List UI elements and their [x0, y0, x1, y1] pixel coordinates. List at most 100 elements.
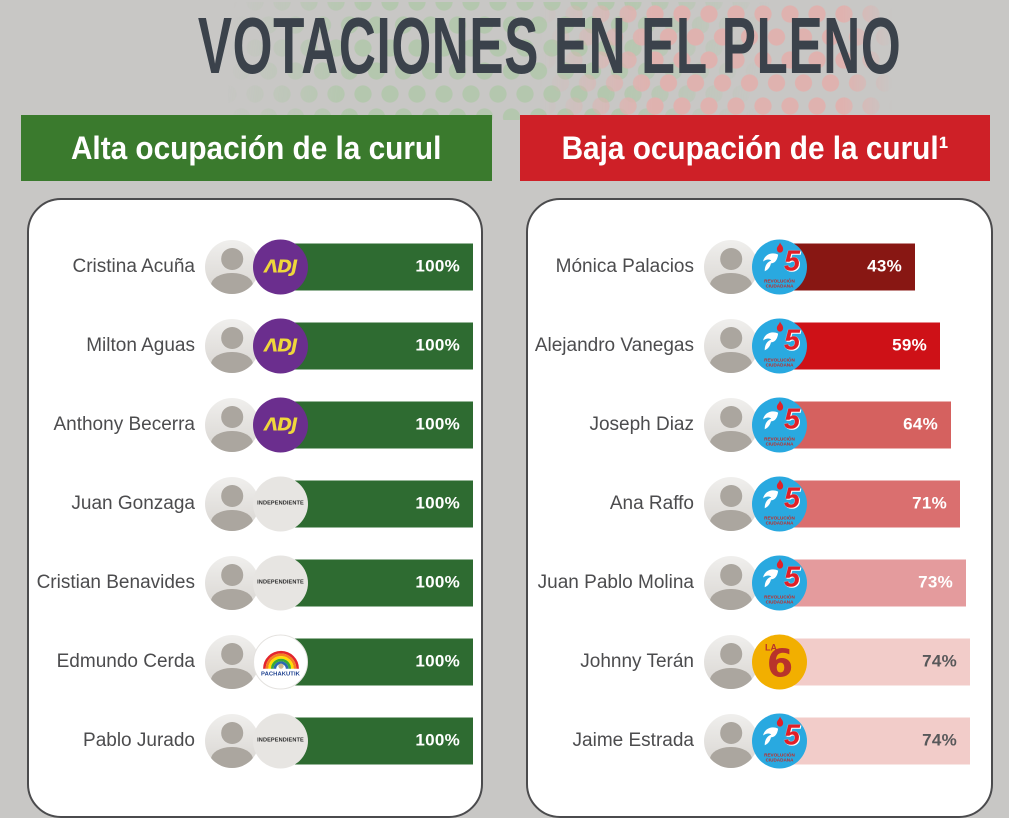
avatar-head	[720, 643, 742, 665]
independiente-label: INDEPENDIENTE	[257, 579, 304, 586]
vote-percentage: 71%	[912, 493, 947, 513]
flame-icon	[776, 400, 783, 411]
avatar-shoulders	[709, 430, 753, 452]
rc5-number: 5	[783, 482, 800, 514]
legislator-name: Joseph Diaz	[589, 413, 694, 435]
dove-icon	[763, 726, 779, 745]
legislator-row: Cristian Benavides 100% INDEPENDIENTE	[29, 543, 481, 622]
legislator-photo	[704, 634, 758, 689]
legislator-photo	[704, 239, 758, 294]
adj-label: ΛDJ	[264, 256, 298, 277]
avatar-shoulders	[210, 588, 254, 610]
legislator-photo	[704, 318, 758, 373]
rc5-caption: REVOLUCIÓN CIUDADANA	[764, 278, 795, 289]
legislator-name: Cristina Acuña	[72, 255, 195, 277]
party-logo: 5 REVOLUCIÓN CIUDADANA	[752, 713, 807, 768]
dove-icon	[763, 252, 779, 271]
avatar-head	[720, 327, 742, 349]
legislator-row: Anthony Becerra 100% ΛDJ	[29, 385, 481, 464]
flame-icon	[776, 716, 783, 727]
vote-percentage: 100%	[415, 414, 460, 434]
avatar-shoulders	[709, 272, 753, 294]
avatar-shoulders	[709, 746, 753, 768]
legislator-name: Alejandro Vanegas	[534, 334, 694, 356]
avatar-shoulders	[210, 430, 254, 452]
avatar-shoulders	[210, 667, 254, 689]
legislator-row: Jaime Estrada 74% 5 REVOLUCIÓN CIUDADANA	[528, 701, 991, 780]
avatar-shoulders	[709, 351, 753, 373]
header-baja-ocupacion: Baja ocupación de la curul¹	[520, 115, 990, 181]
legislator-photo	[205, 713, 259, 768]
vote-percentage: 100%	[415, 493, 460, 513]
flame-icon	[776, 479, 783, 490]
legislator-row: Ana Raffo 71% 5 REVOLUCIÓN CIUDADANA	[528, 464, 991, 543]
la6-number: 6	[766, 641, 794, 686]
avatar-head	[221, 248, 243, 270]
legislator-photo	[704, 555, 758, 610]
rc5-caption: REVOLUCIÓN CIUDADANA	[764, 436, 795, 447]
party-logo: INDEPENDIENTE	[253, 476, 308, 531]
avatar-shoulders	[210, 509, 254, 531]
party-logo: 5 REVOLUCIÓN CIUDADANA	[752, 239, 807, 294]
card-alta-ocupacion: Cristina Acuña 100% ΛDJ Milton Aguas 100…	[27, 198, 483, 818]
avatar-shoulders	[709, 667, 753, 689]
vote-percentage: 43%	[867, 256, 902, 276]
legislator-name: Mónica Palacios	[555, 255, 694, 277]
la6-prefix: LA	[765, 642, 777, 652]
flame-icon	[776, 558, 783, 569]
vote-percentage: 59%	[892, 335, 927, 355]
flame-icon	[776, 321, 783, 332]
legislator-row: Johnny Terán 74% LA 6	[528, 622, 991, 701]
party-logo: 5 REVOLUCIÓN CIUDADANA	[752, 476, 807, 531]
header-alta-ocupacion: Alta ocupación de la curul	[21, 115, 492, 181]
rc5-caption: REVOLUCIÓN CIUDADANA	[764, 594, 795, 605]
rc5-number: 5	[783, 403, 800, 435]
avatar-shoulders	[210, 351, 254, 373]
vote-percentage: 100%	[415, 730, 460, 750]
vote-percentage: 74%	[922, 730, 957, 750]
dove-icon	[763, 489, 779, 508]
avatar-head	[720, 406, 742, 428]
card-baja-ocupacion: Mónica Palacios 43% 5 REVOLUCIÓN CIUDADAN…	[526, 198, 993, 818]
adj-label: ΛDJ	[264, 414, 298, 435]
legislator-photo	[704, 476, 758, 531]
legislator-row: Pablo Jurado 100% INDEPENDIENTE	[29, 701, 481, 780]
adj-label: ΛDJ	[264, 335, 298, 356]
avatar-head	[221, 406, 243, 428]
avatar-head	[221, 643, 243, 665]
legislator-photo	[704, 397, 758, 452]
legislator-row: Joseph Diaz 64% 5 REVOLUCIÓN CIUDADANA	[528, 385, 991, 464]
vote-bar: 74%	[772, 638, 970, 685]
vote-percentage: 100%	[415, 256, 460, 276]
legislator-row: Juan Pablo Molina 73% 5 REVOLUCIÓN CIUDAD…	[528, 543, 991, 622]
legislator-photo	[205, 476, 259, 531]
pachakutik-label: PACHAKUTIK	[261, 671, 300, 678]
avatar-head	[221, 327, 243, 349]
avatar-shoulders	[709, 509, 753, 531]
party-logo: 5 REVOLUCIÓN CIUDADANA	[752, 555, 807, 610]
header-baja-label: Baja ocupación de la curul¹	[561, 129, 949, 166]
legislator-row: Edmundo Cerda 100% PACHAKUTIK	[29, 622, 481, 701]
avatar-head	[221, 564, 243, 586]
avatar-head	[720, 248, 742, 270]
decorative-dots-red	[540, 2, 892, 120]
rc5-caption: REVOLUCIÓN CIUDADANA	[764, 357, 795, 368]
legislator-name: Juan Gonzaga	[71, 492, 195, 514]
legislator-name: Pablo Jurado	[83, 729, 195, 751]
party-logo: ΛDJ	[253, 397, 308, 452]
legislator-name: Milton Aguas	[86, 334, 195, 356]
rc5-number: 5	[783, 719, 800, 751]
party-logo: 5 REVOLUCIÓN CIUDADANA	[752, 318, 807, 373]
legislator-row: Milton Aguas 100% ΛDJ	[29, 306, 481, 385]
legislator-name: Johnny Terán	[580, 650, 694, 672]
header-alta-label: Alta ocupación de la curul	[71, 129, 442, 166]
vote-percentage: 100%	[415, 335, 460, 355]
legislator-row: Juan Gonzaga 100% INDEPENDIENTE	[29, 464, 481, 543]
legislator-name: Anthony Becerra	[53, 413, 195, 435]
rainbow-icon	[262, 650, 299, 669]
avatar-head	[221, 485, 243, 507]
party-logo: ΛDJ	[253, 239, 308, 294]
rc5-number: 5	[783, 561, 800, 593]
legislator-photo	[205, 397, 259, 452]
rc5-caption: REVOLUCIÓN CIUDADANA	[764, 752, 795, 763]
